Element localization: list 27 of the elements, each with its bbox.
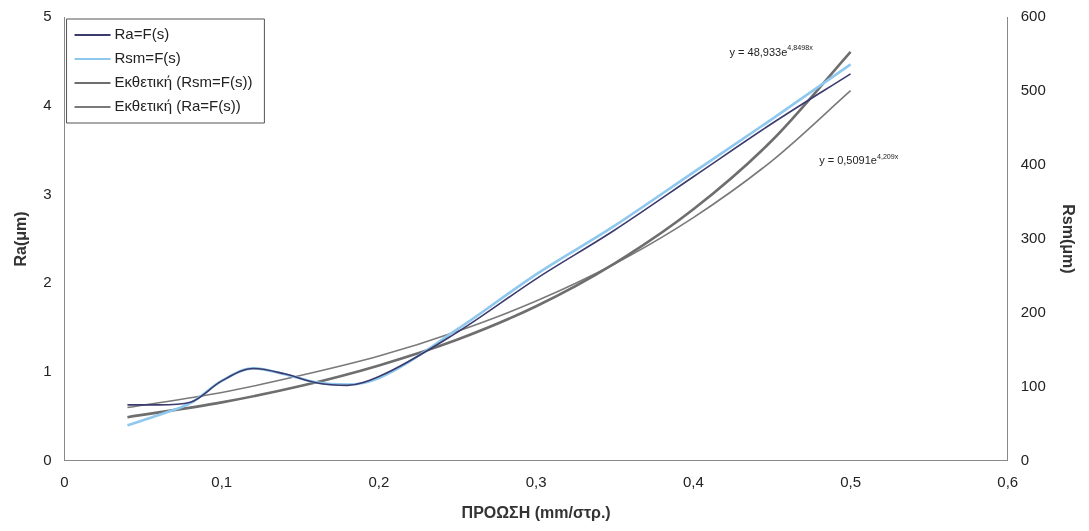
legend-label: Ra=F(s) xyxy=(114,25,170,43)
x-tick-label: 0,6 xyxy=(997,472,1019,490)
y-tick-label: 4 xyxy=(43,95,52,113)
y-axis-title: Ra(μm) xyxy=(12,211,30,267)
x-tick-label: 0 xyxy=(60,472,69,490)
y2-tick-label: 600 xyxy=(1020,7,1046,25)
y2-tick-label: 100 xyxy=(1020,376,1046,394)
y2-tick-label: 200 xyxy=(1020,303,1046,321)
y-tick-label: 0 xyxy=(43,450,52,468)
x-tick-label: 0,4 xyxy=(682,472,704,490)
legend-label: Εκθετική (Rsm=F(s)) xyxy=(114,73,253,91)
y-tick-label: 5 xyxy=(43,7,52,25)
x-tick-label: 0,5 xyxy=(840,472,861,490)
x-axis-title: ΠΡΟΩΣΗ (mm/στρ.) xyxy=(461,503,611,521)
y2-tick-label: 500 xyxy=(1020,81,1046,99)
y2-tick-label: 300 xyxy=(1020,229,1046,247)
y-tick-label: 2 xyxy=(43,273,52,291)
y-tick-label: 1 xyxy=(43,362,52,380)
legend-label: Rsm=F(s) xyxy=(114,49,181,67)
y2-axis-title: Rsm(μm) xyxy=(1059,204,1077,274)
x-tick-label: 0,3 xyxy=(525,472,547,490)
x-tick-label: 0,1 xyxy=(211,472,233,490)
x-tick-label: 0,2 xyxy=(368,472,390,490)
y2-tick-label: 400 xyxy=(1020,155,1046,173)
y2-tick-label: 0 xyxy=(1020,450,1030,468)
y-tick-label: 3 xyxy=(43,184,52,202)
legend-label: Εκθετική (Ra=F(s)) xyxy=(114,97,241,115)
